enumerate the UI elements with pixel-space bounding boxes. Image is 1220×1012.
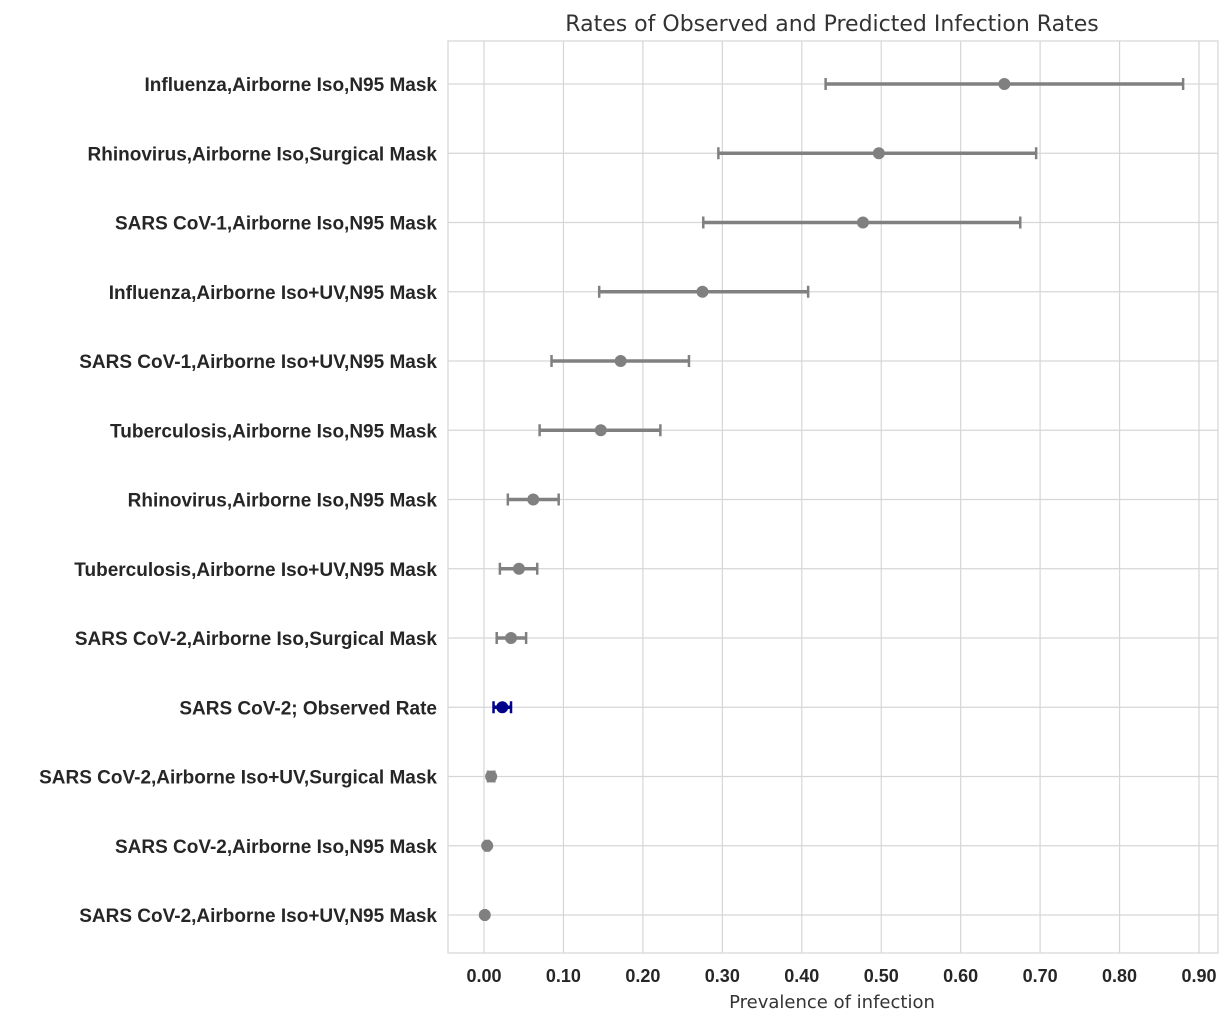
- category-label: Tuberculosis,Airborne Iso+UV,N95 Mask: [74, 560, 437, 581]
- x-tick-label: 0.60: [943, 966, 978, 986]
- data-point: [478, 909, 491, 921]
- grid-layer: [448, 41, 1218, 953]
- point-marker: [856, 216, 869, 229]
- point-marker: [998, 78, 1011, 90]
- chart-title: Rates of Observed and Predicted Infectio…: [565, 12, 1098, 37]
- data-point: [717, 147, 1038, 160]
- category-label: Influenza,Airborne Iso+UV,N95 Mask: [109, 283, 438, 304]
- x-tick-labels: 0.00 0.10 0.20 0.30 0.40 0.50 0.60 0.70 0.80 0.90: [466, 966, 1216, 986]
- x-tick-label: 0.00: [466, 966, 501, 986]
- data-point: [485, 770, 498, 783]
- data-point: [538, 424, 662, 437]
- category-label: SARS CoV-2,Airborne Iso+UV,Surgical Mask: [39, 768, 437, 789]
- point-marker: [527, 493, 540, 506]
- x-tick-label: 0.20: [625, 966, 660, 986]
- category-label: SARS CoV-2,Airborne Iso,N95 Mask: [115, 837, 437, 858]
- point-marker: [594, 424, 607, 437]
- category-label: Rhinovirus,Airborne Iso,Surgical Mask: [88, 144, 438, 165]
- category-label: SARS CoV-1,Airborne Iso+UV,N95 Mask: [79, 352, 437, 373]
- x-tick-label: 0.80: [1102, 966, 1137, 986]
- category-label: SARS CoV-2,Airborne Iso,Surgical Mask: [75, 629, 438, 650]
- x-tick-label: 0.40: [784, 966, 819, 986]
- x-axis-label: Prevalence of infection: [729, 992, 935, 1012]
- category-label: Rhinovirus,Airborne Iso,N95 Mask: [128, 491, 438, 512]
- point-marker: [478, 909, 491, 921]
- data-point: [597, 285, 810, 298]
- point-marker: [485, 770, 498, 783]
- data-point: [702, 216, 1022, 229]
- category-label: Tuberculosis,Airborne Iso,N95 Mask: [110, 421, 437, 442]
- category-label: SARS CoV-2,Airborne Iso+UV,N95 Mask: [79, 906, 437, 927]
- data-point: [506, 493, 560, 506]
- x-tick-label: 0.70: [1023, 966, 1058, 986]
- data-point: [481, 839, 494, 852]
- data-point: [824, 78, 1185, 90]
- point-marker: [505, 632, 518, 644]
- category-label: Influenza,Airborne Iso,N95 Mask: [145, 75, 438, 96]
- x-tick-label: 0.90: [1181, 966, 1216, 986]
- point-marker: [696, 285, 709, 298]
- category-labels: Influenza,Airborne Iso,N95 Mask Rhinoviru…: [39, 75, 437, 927]
- data-marks: [478, 78, 1185, 921]
- x-tick-label: 0.10: [546, 966, 581, 986]
- point-marker: [872, 147, 885, 160]
- plot-frame: [447, 40, 1219, 954]
- x-tick-label: 0.50: [864, 966, 899, 986]
- x-tick-label: 0.30: [705, 966, 740, 986]
- category-label: SARS CoV-2; Observed Rate: [179, 698, 437, 719]
- point-marker: [614, 355, 627, 367]
- observed-rate-point: [492, 701, 513, 714]
- category-label: SARS CoV-1,Airborne Iso,N95 Mask: [115, 214, 437, 235]
- data-point: [550, 355, 691, 367]
- point-marker: [496, 701, 509, 714]
- data-point: [495, 632, 528, 644]
- point-marker: [512, 562, 525, 575]
- data-point: [498, 562, 539, 575]
- point-marker: [481, 839, 494, 852]
